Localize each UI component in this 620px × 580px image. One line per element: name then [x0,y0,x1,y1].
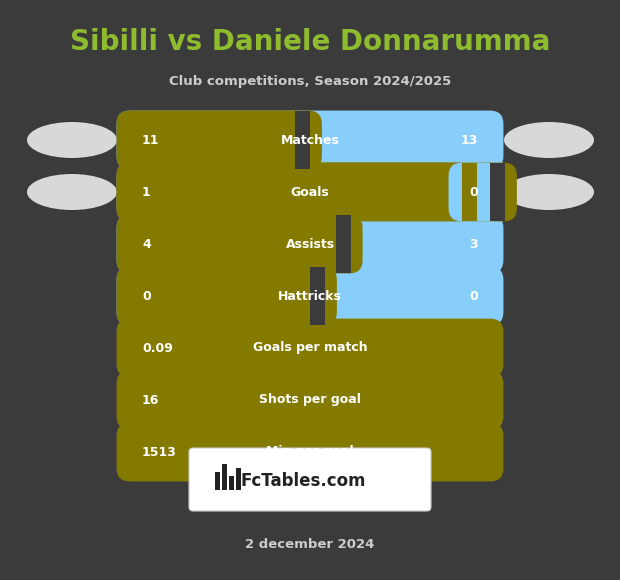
FancyBboxPatch shape [215,472,220,490]
Text: 0.09: 0.09 [142,342,173,354]
Text: Club competitions, Season 2024/2025: Club competitions, Season 2024/2025 [169,75,451,89]
FancyBboxPatch shape [310,267,326,325]
Text: 16: 16 [142,393,159,407]
Text: Goals per match: Goals per match [253,342,367,354]
FancyBboxPatch shape [490,162,505,222]
Text: 13: 13 [461,133,478,147]
Text: 0: 0 [469,289,478,303]
FancyBboxPatch shape [236,468,241,490]
FancyBboxPatch shape [229,476,234,490]
Text: Sibilli vs Daniele Donnarumma: Sibilli vs Daniele Donnarumma [70,28,550,56]
Ellipse shape [27,122,117,158]
Ellipse shape [504,122,594,158]
Ellipse shape [504,174,594,210]
FancyBboxPatch shape [462,162,477,222]
Text: 4: 4 [142,237,151,251]
FancyBboxPatch shape [189,448,431,511]
Text: 2 december 2024: 2 december 2024 [246,538,374,552]
FancyBboxPatch shape [117,318,503,378]
Text: 1: 1 [142,186,151,198]
FancyBboxPatch shape [117,215,503,273]
FancyBboxPatch shape [117,162,503,222]
Text: Matches: Matches [281,133,339,147]
FancyBboxPatch shape [335,215,351,273]
FancyBboxPatch shape [222,464,227,490]
Text: Assists: Assists [285,237,335,251]
Text: 0: 0 [142,289,151,303]
FancyBboxPatch shape [117,162,503,222]
Text: 3: 3 [469,237,478,251]
Text: 1513: 1513 [142,445,177,459]
FancyBboxPatch shape [117,267,503,325]
Text: Goals: Goals [291,186,329,198]
FancyBboxPatch shape [117,371,503,429]
Text: Shots per goal: Shots per goal [259,393,361,407]
Ellipse shape [27,174,117,210]
FancyBboxPatch shape [117,162,517,222]
FancyBboxPatch shape [117,267,337,325]
Text: 11: 11 [142,133,159,147]
Text: 0: 0 [469,186,478,198]
FancyBboxPatch shape [448,162,503,222]
FancyBboxPatch shape [117,111,322,169]
FancyBboxPatch shape [117,111,503,169]
Text: Hattricks: Hattricks [278,289,342,303]
Text: Min per goal: Min per goal [266,445,354,459]
Text: FcTables.com: FcTables.com [241,472,366,490]
FancyBboxPatch shape [117,423,503,481]
FancyBboxPatch shape [117,215,363,273]
FancyBboxPatch shape [295,111,311,169]
